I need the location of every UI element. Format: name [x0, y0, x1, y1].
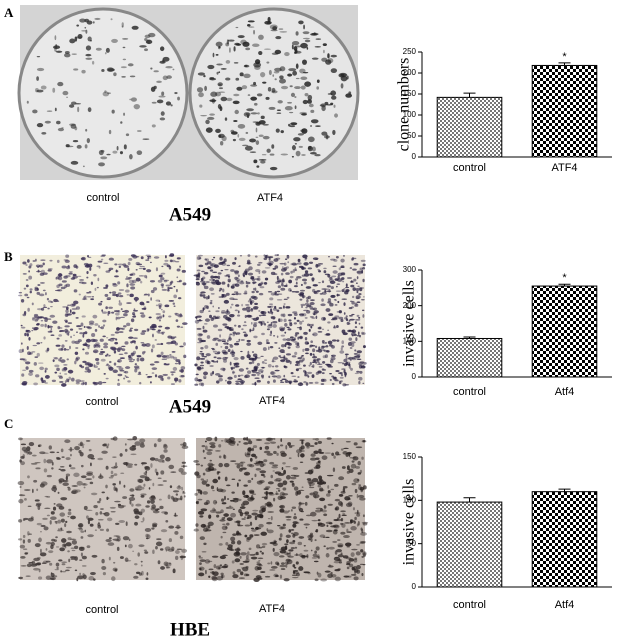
significance-mark: *: [562, 51, 567, 63]
photo-caption: control: [85, 396, 118, 408]
y-axis-label: invasive cells: [401, 280, 418, 367]
bar: [531, 285, 598, 378]
error-bar: [558, 62, 571, 66]
photo-caption: control: [85, 604, 118, 616]
error-bar: [558, 488, 571, 492]
bar: [436, 337, 503, 378]
x-tick-label: Atf4: [555, 386, 575, 398]
y-tick-label: 150: [403, 89, 417, 98]
panel-letter: C: [4, 416, 13, 431]
y-tick-label: 0: [412, 372, 417, 381]
y-tick-label: 100: [403, 336, 417, 345]
bar: [436, 501, 503, 588]
error-bar: [463, 92, 476, 98]
error-bar: [463, 497, 476, 503]
y-tick-label: 100: [403, 110, 417, 119]
y-tick-label: 150: [403, 452, 417, 461]
y-tick-label: 0: [412, 152, 417, 161]
y-tick-label: 0: [412, 582, 417, 591]
significance-mark: *: [562, 272, 567, 284]
y-axis-label: clone numbers: [396, 58, 413, 152]
y-tick-label: 100: [403, 495, 417, 504]
photo-caption: ATF4: [259, 395, 285, 407]
bar: [531, 491, 598, 588]
x-tick-label: ATF4: [551, 162, 577, 174]
y-tick-label: 50: [407, 131, 416, 140]
cell-line: A549: [169, 204, 211, 225]
x-tick-label: control: [453, 599, 486, 611]
cell-line: A549: [169, 396, 211, 417]
cell-line: HBE: [170, 619, 210, 640]
panel-letter: A: [4, 5, 14, 20]
error-bar: [558, 283, 571, 287]
y-axis-label: invasive cells: [401, 479, 418, 566]
bar: [531, 64, 598, 158]
bar: [436, 96, 503, 158]
photo-c-atf4: [193, 436, 369, 582]
photo-c-control: [17, 436, 189, 582]
y-tick-label: 200: [403, 301, 417, 310]
x-tick-label: Atf4: [555, 599, 575, 611]
x-tick-label: control: [453, 386, 486, 398]
photo-b-atf4: [193, 253, 367, 387]
photo-caption: ATF4: [257, 192, 283, 204]
y-tick-label: 300: [403, 265, 417, 274]
panel-letter: B: [4, 249, 13, 264]
y-tick-label: 50: [407, 539, 416, 548]
error-bar: [463, 336, 476, 339]
y-tick-label: 250: [403, 47, 417, 56]
photo-caption: ATF4: [259, 603, 285, 615]
photo-b-control: [18, 253, 188, 387]
photo-caption: control: [86, 192, 119, 204]
x-tick-label: control: [453, 162, 486, 174]
photo-dishes: [17, 5, 360, 180]
y-tick-label: 200: [403, 68, 417, 77]
